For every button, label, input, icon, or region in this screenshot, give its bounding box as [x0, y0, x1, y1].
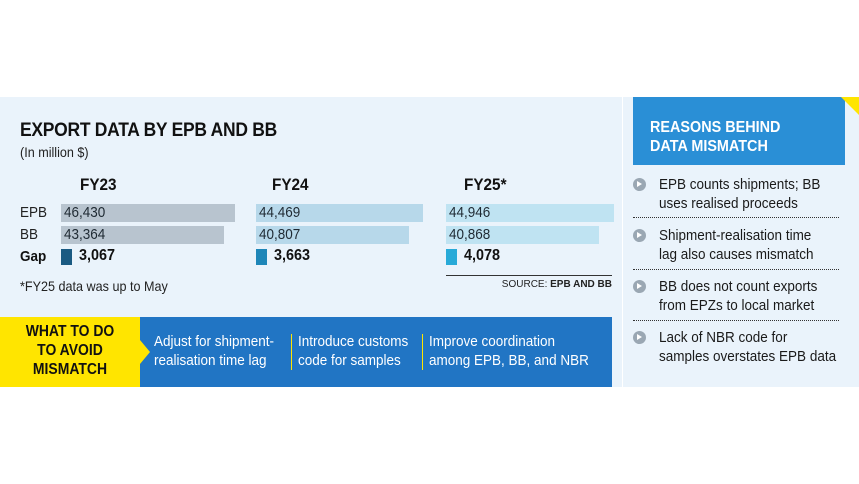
fy24-header: FY24 [272, 175, 309, 194]
reason-line: EPB counts shipments; BB [659, 176, 821, 193]
todo-arrow [140, 340, 150, 364]
bar-epb-fy24 [256, 204, 423, 222]
gap-value-fy23: 3,067 [79, 247, 116, 264]
gap-marker-fy25 [446, 249, 457, 265]
reasons-title: REASONS BEHIND DATA MISMATCH [650, 118, 780, 156]
todo-item-coordination: Improve coordination among EPB, BB, and … [429, 332, 589, 370]
bar-bb-fy24 [256, 226, 409, 244]
reason-text: EPB counts shipments; BB uses realised p… [659, 175, 839, 213]
todo-label-line: WHAT TO DO [25, 323, 115, 340]
reason-line: Shipment-realisation time [659, 227, 812, 244]
source-divider [446, 275, 612, 276]
bar-epb-fy23 [61, 204, 235, 222]
gap-marker-fy24 [256, 249, 267, 265]
todo-item-line: Improve coordination [429, 333, 556, 350]
reason-line: Lack of NBR code for [659, 329, 788, 346]
reason-divider [633, 269, 839, 270]
arrow-circle-icon [633, 331, 646, 344]
todo-label-line: MISMATCH [32, 361, 108, 378]
value-bb-fy24: 40,807 [259, 226, 301, 243]
todo-divider [422, 334, 423, 370]
todo-label-box [0, 317, 140, 387]
todo-label-line: TO AVOID [37, 342, 103, 359]
corner-accent [841, 97, 859, 115]
arrow-circle-icon [633, 229, 646, 242]
todo-item-customs: Introduce customs code for samples [298, 332, 408, 370]
bar-bb-fy25 [446, 226, 599, 244]
row-label-bb: BB [20, 226, 39, 243]
chart-subtitle: (In million $) [20, 144, 89, 160]
value-epb-fy23: 46,430 [64, 204, 106, 221]
value-epb-fy25: 44,946 [449, 204, 491, 221]
reason-divider [633, 320, 839, 321]
todo-item-line: among EPB, BB, and NBR [429, 352, 589, 369]
reasons-header-box [633, 97, 845, 165]
reason-line: uses realised proceeds [659, 195, 798, 212]
value-bb-fy25: 40,868 [449, 226, 491, 243]
reason-text: BB does not count exports from EPZs to l… [659, 277, 839, 315]
todo-item-line: code for samples [298, 352, 401, 369]
gap-marker-fy23 [61, 249, 72, 265]
value-epb-fy24: 44,469 [259, 204, 301, 221]
source-value: EPB AND BB [550, 279, 612, 290]
reason-line: from EPZs to local market [659, 297, 815, 314]
bar-epb-fy25 [446, 204, 614, 222]
todo-divider [291, 334, 292, 370]
gap-value-fy24: 3,663 [274, 247, 311, 264]
reason-divider [633, 217, 839, 218]
row-label-epb: EPB [20, 204, 48, 221]
reason-line: BB does not count exports [659, 278, 818, 295]
chart-title: EXPORT DATA BY EPB AND BB [20, 120, 277, 141]
footnote: *FY25 data was up to May [20, 278, 168, 294]
reason-text: Lack of NBR code for samples overstates … [659, 328, 839, 366]
reasons-title-line: REASONS BEHIND [650, 119, 781, 136]
fy23-header: FY23 [80, 175, 117, 194]
reason-text: Shipment-realisation time lag also cause… [659, 226, 839, 264]
todo-item-shipment: Adjust for shipment- realisation time la… [154, 332, 274, 370]
reasons-title-line: DATA MISMATCH [650, 138, 768, 155]
bar-bb-fy23 [61, 226, 224, 244]
arrow-circle-icon [633, 280, 646, 293]
todo-label: WHAT TO DO TO AVOID MISMATCH [12, 322, 127, 379]
source-credit: SOURCE: EPB AND BB [446, 279, 612, 290]
gap-value-fy25: 4,078 [464, 247, 501, 264]
source-prefix: SOURCE: [501, 279, 548, 290]
todo-item-line: realisation time lag [154, 352, 267, 369]
todo-item-line: Introduce customs [298, 333, 409, 350]
fy25-header: FY25* [464, 175, 507, 194]
todo-item-line: Adjust for shipment- [154, 333, 275, 350]
reason-line: samples overstates EPB data [659, 348, 837, 365]
arrow-circle-icon [633, 178, 646, 191]
row-label-gap: Gap [20, 248, 47, 265]
value-bb-fy23: 43,364 [64, 226, 106, 243]
reason-line: lag also causes mismatch [659, 246, 814, 263]
